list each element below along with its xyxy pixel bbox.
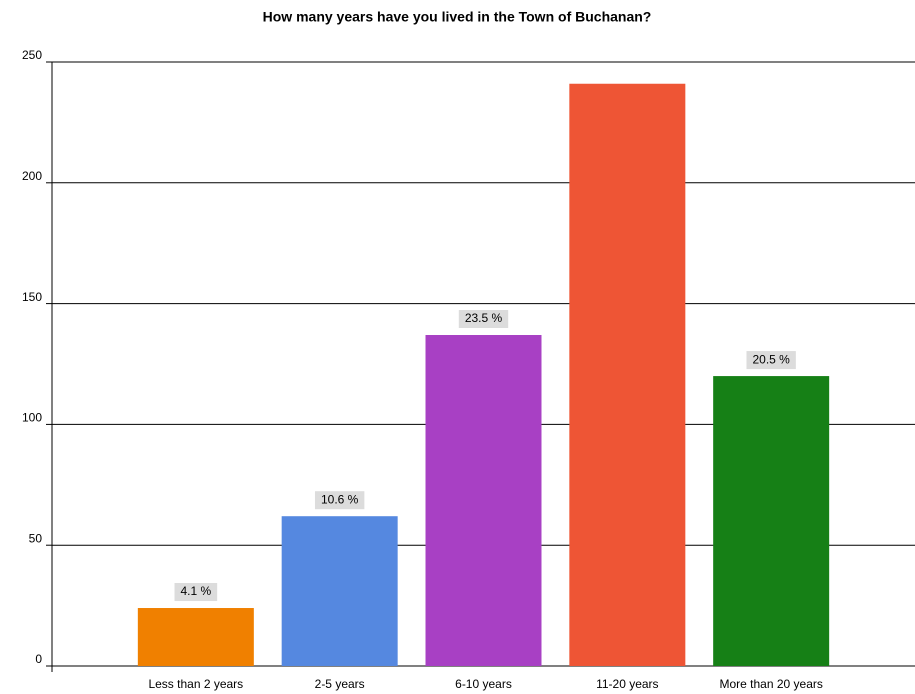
y-tick-label: 200 xyxy=(22,169,42,183)
value-label-bg xyxy=(314,491,365,510)
chart-title: How many years have you lived in the Tow… xyxy=(263,9,652,25)
bar xyxy=(425,335,542,666)
bar xyxy=(569,83,686,666)
y-tick-label: 50 xyxy=(29,531,43,545)
bar xyxy=(281,516,398,666)
x-tick-label: 11-20 years xyxy=(596,677,658,691)
value-label: 10.6 % xyxy=(321,492,359,506)
value-label-bg xyxy=(174,583,218,602)
value-label-bg xyxy=(458,310,509,329)
x-tick-label: Less than 2 years xyxy=(148,677,243,691)
x-tick-label: 2-5 years xyxy=(315,677,365,691)
y-tick-label: 250 xyxy=(22,48,42,62)
y-tick-label: 150 xyxy=(22,290,42,304)
x-tick-label: 6-10 years xyxy=(455,677,512,691)
y-tick-label: 100 xyxy=(22,411,42,425)
value-label: 23.5 % xyxy=(465,311,503,325)
bar xyxy=(137,608,254,666)
value-label: 20.5 % xyxy=(752,352,790,366)
bar xyxy=(713,376,830,666)
value-label: 4.1 % xyxy=(180,584,211,598)
x-tick-label: More than 20 years xyxy=(719,677,822,691)
value-label-bg xyxy=(746,351,796,370)
y-tick-label: 0 xyxy=(35,652,42,666)
